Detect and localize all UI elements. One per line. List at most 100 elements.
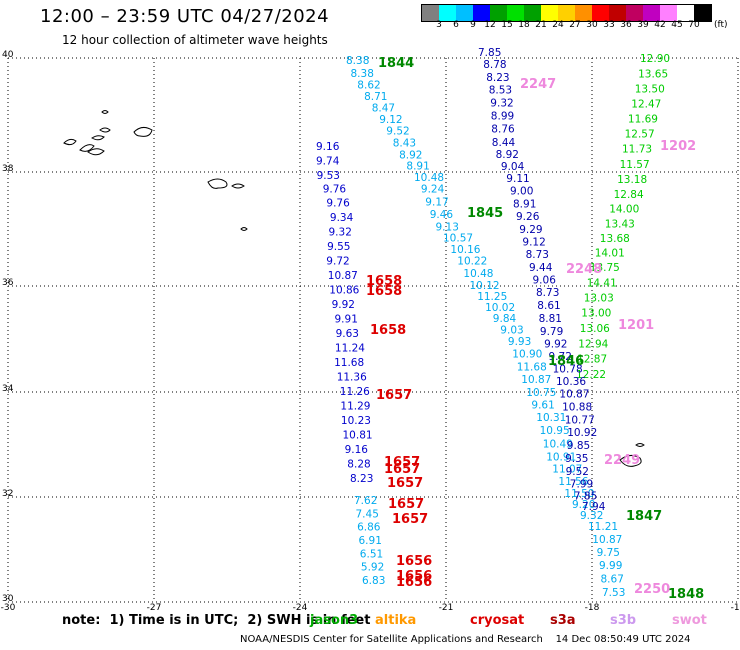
wave-height-value: 13.50 xyxy=(635,83,665,95)
pass-time-label: 2248 xyxy=(566,262,602,277)
y-tick-label: 40 xyxy=(2,50,14,60)
wave-height-value: 8.91 xyxy=(406,161,429,173)
legend-jason3: jason3 xyxy=(310,613,359,628)
wave-height-value: 9.06 xyxy=(533,275,557,287)
color-scale-tick: 27 xyxy=(569,20,581,30)
wave-height-value: 10.87 xyxy=(559,389,589,401)
wave-height-value: 10.75 xyxy=(526,387,556,399)
wave-height-value: 10.57 xyxy=(443,233,473,245)
wave-height-value: 9.53 xyxy=(317,170,340,182)
wave-height-value: 9.46 xyxy=(430,209,454,221)
wave-height-value: 12.84 xyxy=(614,189,644,201)
legend-swot: swot xyxy=(672,613,707,628)
wave-height-value: 8.23 xyxy=(486,72,509,84)
wave-height-value: 9.92 xyxy=(544,339,567,351)
wave-height-value: 6.91 xyxy=(359,535,382,547)
wave-height-value: 9.79 xyxy=(540,326,563,338)
color-scale-bar xyxy=(421,4,712,22)
color-scale-tick: 30 xyxy=(586,20,598,30)
wave-height-value: 6.83 xyxy=(362,575,385,587)
pass-time-label: 1844 xyxy=(378,56,414,71)
wave-height-value: 8.28 xyxy=(347,459,370,471)
color-scale-tick: 36 xyxy=(620,20,632,30)
wave-height-value: 8.71 xyxy=(364,91,387,103)
wave-height-value: 7.85 xyxy=(574,491,597,503)
wave-height-value: 10.48 xyxy=(463,268,493,280)
wave-height-value: 12.90 xyxy=(640,53,670,65)
color-swatch xyxy=(592,5,609,21)
wave-height-value: 11.69 xyxy=(628,113,658,125)
wave-height-value: 10.88 xyxy=(562,402,592,414)
wave-height-value: 9.74 xyxy=(316,156,340,168)
pass-time-label: 1201 xyxy=(618,318,654,333)
pass-time-label: 1656 xyxy=(396,569,432,584)
wave-height-value: 9.55 xyxy=(327,241,350,253)
pass-time-label: 1657 xyxy=(392,512,428,527)
pass-time-label: 2249 xyxy=(604,453,640,468)
wave-height-value: 8.73 xyxy=(536,287,559,299)
wave-height-value: 9.84 xyxy=(493,313,517,325)
wave-height-value: 9.04 xyxy=(501,161,525,173)
wave-height-value: 9.76 xyxy=(323,183,347,195)
legend-s3b: s3b xyxy=(610,613,637,628)
wave-height-value: 13.18 xyxy=(617,174,647,186)
wave-height-value: 14.41 xyxy=(587,277,617,289)
wave-height-value: 14.01 xyxy=(595,248,625,260)
wave-height-value: 10.87 xyxy=(592,534,622,546)
color-scale-tick: 15 xyxy=(501,20,513,30)
wave-height-value: 9.32 xyxy=(490,98,513,110)
wave-height-value: 9.32 xyxy=(580,510,603,522)
color-scale-tick: 24 xyxy=(552,20,564,30)
wave-height-value: 10.87 xyxy=(521,374,551,386)
color-swatch xyxy=(558,5,575,21)
x-tick-label: -18 xyxy=(585,603,600,613)
color-scale-tick: 70 xyxy=(688,20,700,30)
wave-height-value: 8.61 xyxy=(537,300,560,312)
color-swatch xyxy=(507,5,524,21)
wave-height-value: 10.86 xyxy=(329,285,359,297)
x-tick-label: -27 xyxy=(147,603,162,613)
pass-time-label: 1846 xyxy=(548,354,584,369)
pass-time-label: 1656 xyxy=(396,554,432,569)
wave-height-value: 12.47 xyxy=(631,98,661,110)
wave-height-value: 9.93 xyxy=(508,336,531,348)
wave-height-value: 13.03 xyxy=(584,292,614,304)
wave-height-value: 8.92 xyxy=(399,149,422,161)
wave-height-value: 11.07 xyxy=(552,464,582,476)
color-scale-unit: (ft) xyxy=(714,20,728,30)
wave-height-value: 11.57 xyxy=(620,159,650,171)
pass-time-label: 2250 xyxy=(634,582,670,597)
wave-height-value: 11.21 xyxy=(588,521,618,533)
wave-height-value: 8.76 xyxy=(491,124,515,136)
coastline xyxy=(63,110,645,467)
footer-note: note: 1) Time is in UTC; 2) SWH is in fe… xyxy=(62,613,371,628)
pass-time-label: 1848 xyxy=(668,587,704,602)
color-swatch xyxy=(575,5,592,21)
wave-height-value: 7.53 xyxy=(602,587,625,599)
wave-height-value: 8.53 xyxy=(489,85,512,97)
color-swatch xyxy=(439,5,456,21)
wave-height-value: 9.34 xyxy=(330,212,354,224)
wave-height-value: 10.48 xyxy=(414,172,444,184)
wave-height-value: 6.86 xyxy=(357,522,381,534)
color-scale-tick: 21 xyxy=(535,20,547,30)
color-swatch xyxy=(626,5,643,21)
lat-lon-grid xyxy=(7,57,739,603)
wave-height-value: 7.45 xyxy=(356,508,379,520)
wave-height-value: 10.92 xyxy=(567,427,597,439)
wave-height-value: 9.32 xyxy=(329,226,352,238)
y-tick-label: 30 xyxy=(2,594,14,604)
wave-height-value: 10.23 xyxy=(341,415,371,427)
pass-time-label: 1657 xyxy=(384,462,420,477)
wave-height-value: 9.24 xyxy=(421,184,445,196)
wave-height-value: 8.92 xyxy=(496,149,519,161)
wave-height-value: 11.68 xyxy=(517,361,547,373)
legend-s3a: s3a xyxy=(550,613,576,628)
color-scale-tick: 9 xyxy=(470,20,476,30)
pass-time-label: 1658 xyxy=(366,274,402,289)
wave-height-value: 14.00 xyxy=(609,204,639,216)
pass-time-label: 1657 xyxy=(376,388,412,403)
pass-time-label: 1845 xyxy=(467,206,503,221)
color-swatch xyxy=(524,5,541,21)
wave-height-value: 10.95 xyxy=(540,425,570,437)
